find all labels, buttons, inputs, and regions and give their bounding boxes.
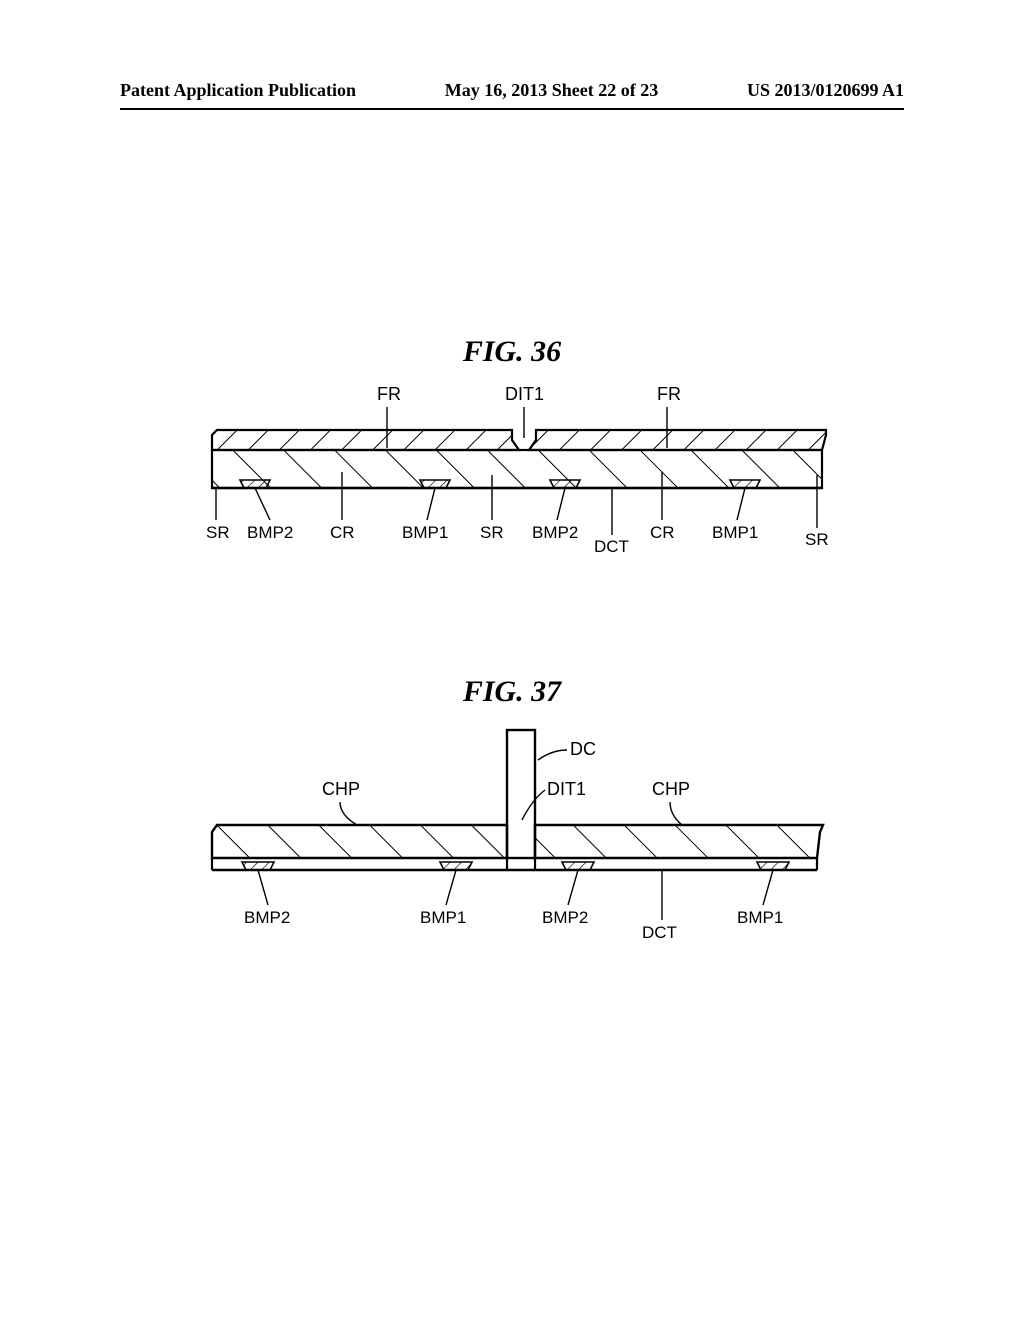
fig36-title: FIG. 36 — [0, 335, 1024, 369]
fig36-label-fr-2: FR — [657, 384, 681, 404]
fig37-label-bmp2-1: BMP2 — [244, 908, 290, 927]
fig36-label-bmp1-2: BMP1 — [712, 523, 758, 542]
header-center: May 16, 2013 Sheet 22 of 23 — [445, 80, 658, 101]
fig36-label-fr-1: FR — [377, 384, 401, 404]
fig36-label-dct: DCT — [594, 537, 629, 556]
fig37-label-dit1: DIT1 — [547, 779, 586, 799]
fig36-label-sr-2: SR — [480, 523, 504, 542]
fig37-label-chp-2: CHP — [652, 779, 690, 799]
fig37-label-dct: DCT — [642, 923, 677, 942]
header-rule — [120, 108, 904, 110]
fig36-drawing: FR DIT1 FR SR BMP2 CR BMP1 SR BMP2 DCT C… — [162, 380, 862, 580]
fig36-label-dit1: DIT1 — [505, 384, 544, 404]
fig36-label-bmp2-2: BMP2 — [532, 523, 578, 542]
fig36-label-cr-1: CR — [330, 523, 355, 542]
fig36-label-bmp1-1: BMP1 — [402, 523, 448, 542]
page-header: Patent Application Publication May 16, 2… — [0, 80, 1024, 101]
fig36-label-bmp2-1: BMP2 — [247, 523, 293, 542]
fig37-label-bmp2-2: BMP2 — [542, 908, 588, 927]
header-right: US 2013/0120699 A1 — [747, 80, 904, 101]
fig36-label-cr-2: CR — [650, 523, 675, 542]
fig37-label-bmp1-1: BMP1 — [420, 908, 466, 927]
header-left: Patent Application Publication — [120, 80, 356, 101]
fig37-title: FIG. 37 — [0, 675, 1024, 709]
fig37-drawing: CHP DC DIT1 CHP BMP2 BMP1 BMP2 DCT BMP1 — [162, 720, 862, 980]
fig36-label-sr-1: SR — [206, 523, 230, 542]
fig36-label-sr-3: SR — [805, 530, 829, 549]
fig37-label-chp-1: CHP — [322, 779, 360, 799]
fig37-label-bmp1-2: BMP1 — [737, 908, 783, 927]
fig37-label-dc: DC — [570, 739, 596, 759]
